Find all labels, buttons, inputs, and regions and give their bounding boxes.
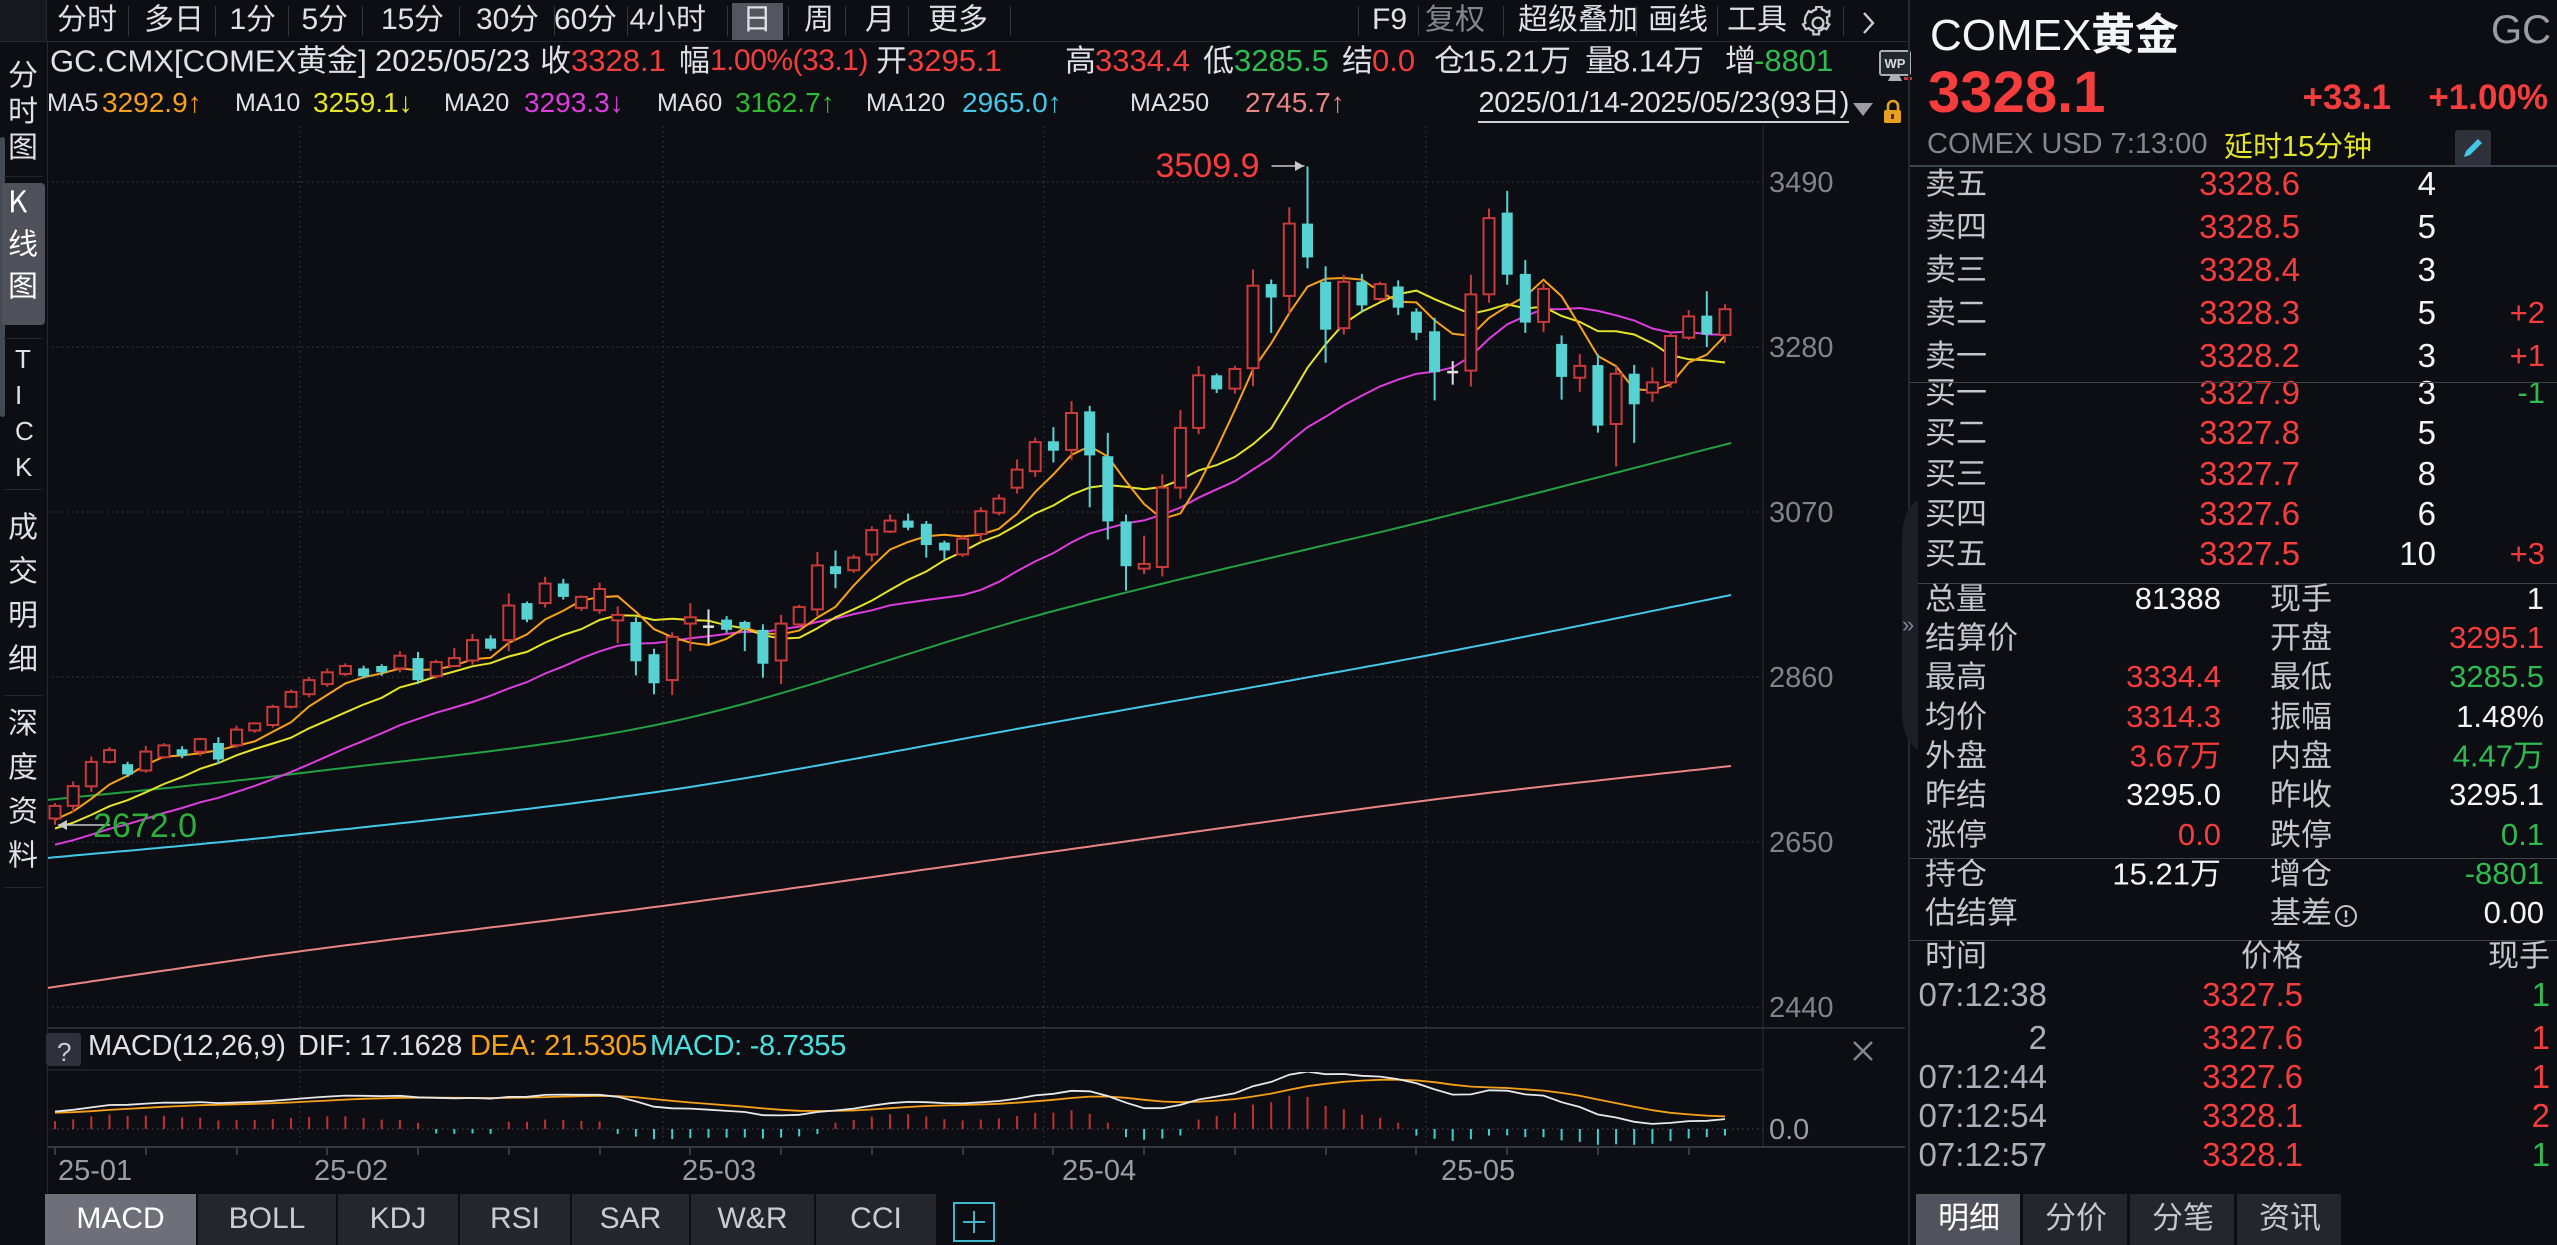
svg-text:»: » (1902, 612, 1914, 637)
svg-text:3490: 3490 (1769, 167, 1834, 199)
svg-text:25-02: 25-02 (314, 1155, 388, 1187)
svg-text:3280: 3280 (1769, 332, 1834, 364)
svg-text:0.0: 0.0 (1769, 1114, 1809, 1146)
svg-text:25-01: 25-01 (58, 1155, 132, 1187)
svg-text:25-05: 25-05 (1441, 1155, 1515, 1187)
svg-text:WP: WP (1885, 56, 1906, 71)
svg-text:2672.0: 2672.0 (93, 807, 197, 845)
svg-text:2650: 2650 (1769, 827, 1834, 859)
svg-text:2440: 2440 (1769, 992, 1834, 1024)
svg-text:25-03: 25-03 (682, 1155, 756, 1187)
svg-text:2860: 2860 (1769, 662, 1834, 694)
svg-text:3509.9: 3509.9 (1155, 147, 1259, 185)
svg-text:3070: 3070 (1769, 497, 1834, 529)
svg-text:25-04: 25-04 (1062, 1155, 1136, 1187)
